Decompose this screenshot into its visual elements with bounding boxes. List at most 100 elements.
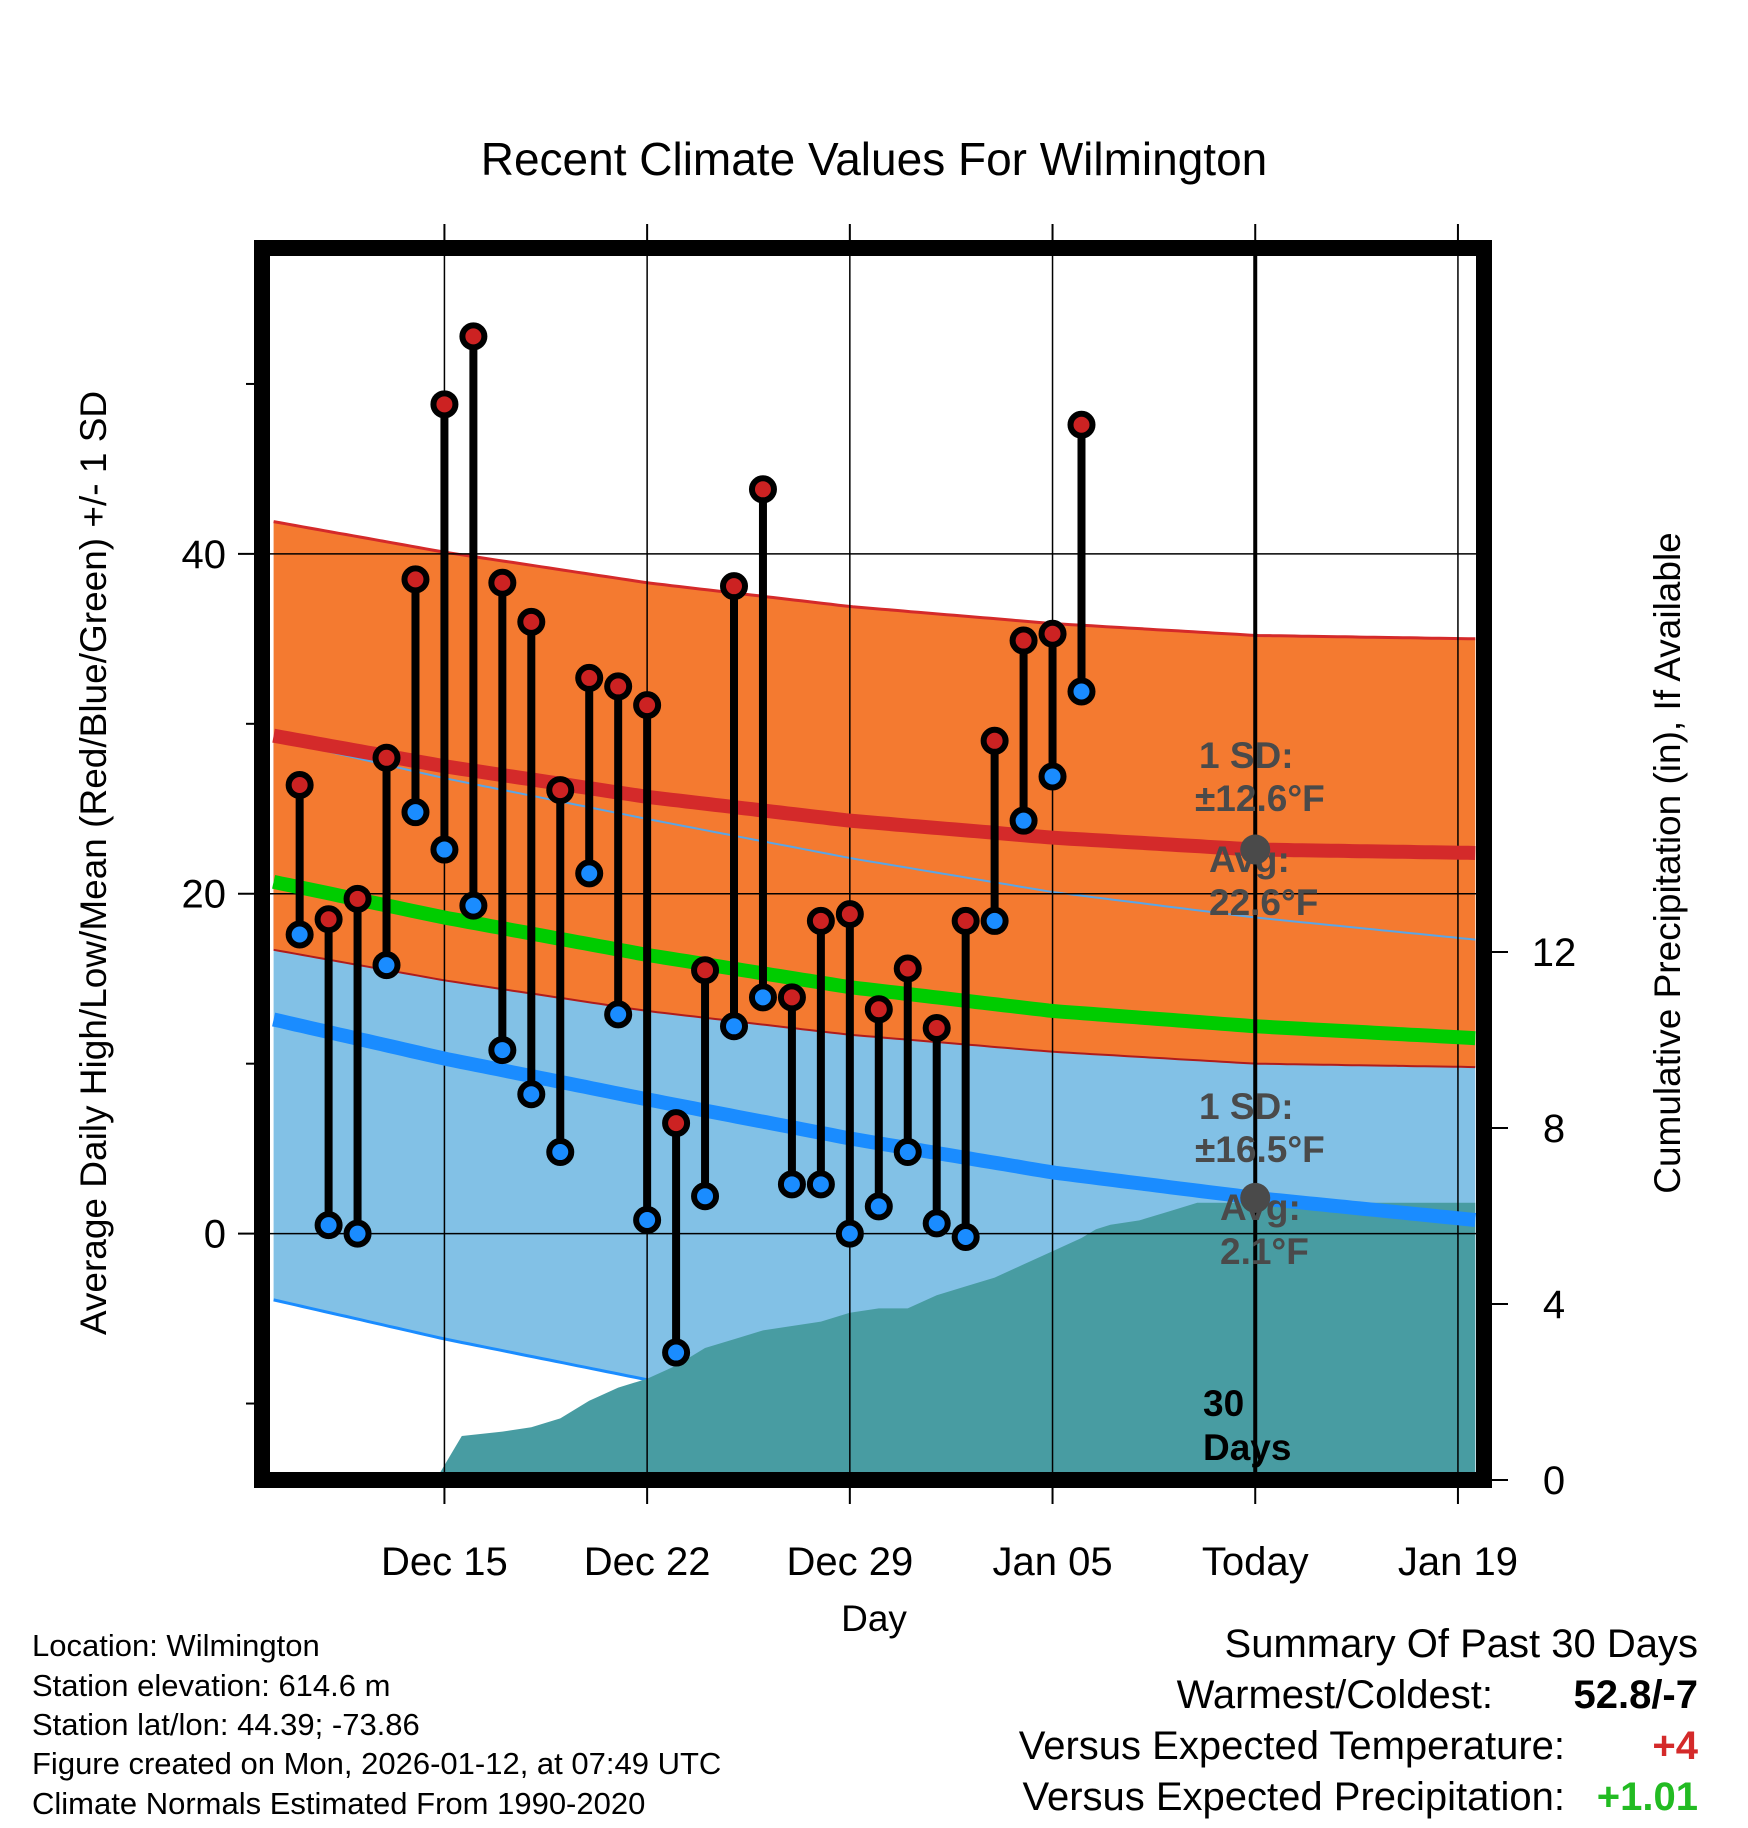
low-average-today-marker	[1240, 1182, 1271, 1213]
x-tick-label-2: Dec 29	[786, 1540, 913, 1584]
low-point-14	[691, 1182, 720, 1211]
high-point-4	[401, 565, 430, 594]
info-normals: Climate Normals Estimated From 1990-2020	[32, 1786, 646, 1821]
low-sd-value: ±16.5°F	[1195, 1129, 1325, 1170]
low-sd-label: 1 SD:	[1199, 1086, 1294, 1127]
x-tick-label-3: Jan 05	[992, 1540, 1112, 1584]
low-point-9	[546, 1138, 575, 1167]
x-tick-label-0: Dec 15	[381, 1540, 508, 1584]
y-tick-label-0: 0	[204, 1213, 226, 1257]
mean-average-line	[272, 874, 1476, 1046]
high-point-8	[517, 607, 546, 636]
low-point-1	[314, 1211, 343, 1240]
y-axis-title: Average Daily High/Low/Mean (Red/Blue/Gr…	[73, 391, 114, 1335]
high-point-24	[980, 726, 1009, 755]
y2-tick-label-0: 0	[1543, 1459, 1565, 1503]
x-tick-label-4: Today	[1202, 1540, 1309, 1584]
high-point-5	[430, 390, 459, 419]
low-average-line	[272, 1012, 1476, 1227]
low-point-20	[864, 1192, 893, 1221]
y2-tick-label-2: 8	[1543, 1107, 1565, 1151]
high-point-19	[835, 900, 864, 929]
daily-low-points	[285, 677, 1096, 1367]
low-point-5	[430, 835, 459, 864]
y-tick-label-2: 40	[182, 533, 227, 577]
info-created: Figure created on Mon, 2026-01-12, at 07…	[32, 1746, 722, 1781]
info-elevation: Station elevation: 614.6 m	[32, 1668, 391, 1703]
high-band-lower-edge	[273, 948, 1476, 1069]
high-point-7	[488, 568, 517, 597]
low-point-10	[575, 859, 604, 888]
days-number: 30	[1203, 1383, 1244, 1424]
high-point-15	[720, 572, 749, 601]
low-point-6	[459, 891, 488, 920]
high-point-2	[343, 884, 372, 913]
low-point-25	[1009, 806, 1038, 835]
x-tick-label-5: Jan 19	[1398, 1540, 1518, 1584]
low-point-2	[343, 1219, 372, 1248]
y2-axis-title: Cumulative Precipitation (in), If Availa…	[1647, 532, 1688, 1194]
high-sd-label: 1 SD:	[1199, 735, 1294, 776]
info-latlon: Station lat/lon: 44.39; -73.86	[32, 1707, 420, 1742]
low-point-7	[488, 1036, 517, 1065]
low-point-26	[1038, 762, 1067, 791]
high-point-11	[604, 672, 633, 701]
plot-frame	[254, 240, 1492, 1488]
low-point-24	[980, 906, 1009, 935]
low-point-16	[748, 983, 777, 1012]
low-point-23	[951, 1222, 980, 1251]
low-point-15	[720, 1012, 749, 1041]
high-point-14	[691, 956, 720, 985]
high-avg-label: Avg:	[1209, 839, 1290, 880]
summary-title: Summary Of Past 30 Days	[1224, 1622, 1698, 1666]
high-point-16	[748, 475, 777, 504]
low-point-21	[893, 1138, 922, 1167]
summary-precip-value: +1.01	[1596, 1775, 1698, 1819]
high-point-20	[864, 995, 893, 1024]
low-point-0	[285, 920, 314, 949]
summary-temp-label: Versus Expected Temperature:	[1018, 1724, 1565, 1768]
x-axis-title: Day	[841, 1598, 907, 1639]
high-point-17	[777, 983, 806, 1012]
daily-high-points	[285, 322, 1096, 1138]
y-tick-label-1: 20	[182, 873, 227, 917]
summary-warm-cold-label: Warmest/Coldest:	[1176, 1673, 1493, 1717]
x-tick-label-1: Dec 22	[584, 1540, 711, 1584]
high-point-13	[662, 1109, 691, 1138]
low-avg-label: Avg:	[1220, 1187, 1301, 1228]
high-point-9	[546, 776, 575, 805]
summary-temp-value: +4	[1652, 1724, 1698, 1768]
low-point-3	[372, 951, 401, 980]
high-point-25	[1009, 626, 1038, 655]
high-point-18	[806, 906, 835, 935]
y2-tick-label-3: 12	[1532, 931, 1577, 975]
high-average-today-marker	[1240, 834, 1271, 865]
high-sd-band	[273, 521, 1476, 1068]
low-point-27	[1067, 677, 1096, 706]
high-point-21	[893, 954, 922, 983]
y2-tick-label-1: 4	[1543, 1283, 1565, 1327]
chart-title: Recent Climate Values For Wilmington	[481, 133, 1268, 185]
high-point-3	[372, 743, 401, 772]
low-point-12	[633, 1206, 662, 1235]
low-point-18	[806, 1170, 835, 1199]
low-avg-value: 2.1°F	[1220, 1231, 1309, 1272]
high-point-0	[285, 770, 314, 799]
high-point-26	[1038, 619, 1067, 648]
high-sd-value: ±12.6°F	[1195, 778, 1325, 819]
high-point-12	[633, 691, 662, 720]
high-point-1	[314, 905, 343, 934]
low-point-13	[662, 1338, 691, 1367]
summary-warm-cold-value: 52.8/-7	[1573, 1673, 1698, 1717]
high-point-22	[922, 1013, 951, 1042]
high-point-27	[1067, 410, 1096, 439]
days-word: Days	[1203, 1427, 1291, 1468]
precipitation-area	[435, 1202, 1476, 1480]
low-point-8	[517, 1080, 546, 1109]
info-location: Location: Wilmington	[32, 1628, 320, 1663]
low-point-11	[604, 1000, 633, 1029]
summary-precip-label: Versus Expected Precipitation:	[1022, 1775, 1565, 1819]
high-avg-value: 22.6°F	[1209, 882, 1318, 923]
low-point-22	[922, 1209, 951, 1238]
